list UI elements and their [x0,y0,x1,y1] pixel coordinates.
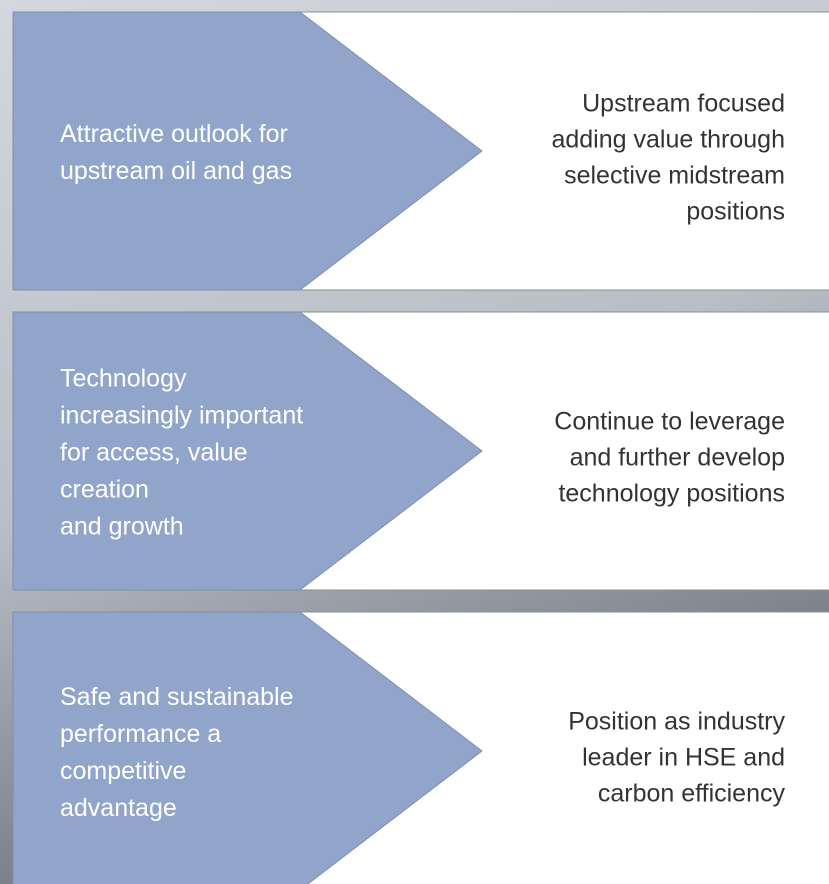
arrow-shape [12,311,483,591]
left-text: increasingly important [60,402,303,430]
right-text: positions [686,198,785,226]
left-text: Attractive outlook for [60,120,288,148]
right-text: leader in HSE and [582,744,785,772]
left-text: competitive [60,757,186,785]
right-text: and further develop [570,444,785,472]
right-text: adding value through [551,126,785,154]
right-text: Upstream focused [582,90,785,118]
rows: Attractive outlook for upstream oil and g… [12,11,829,884]
arrow-shape [12,11,483,291]
right-text: Position as industry [568,708,785,736]
left-text: creation [60,476,149,504]
right-text: selective midstream [564,162,785,190]
right-text: Continue to leverage [554,408,785,436]
left-text: and growth [60,513,184,541]
left-text: Safe and sustainable [60,683,294,711]
right-text: carbon efficiency [598,780,786,808]
left-text: performance a [60,720,221,748]
left-text: advantage [60,794,177,822]
right-text: technology positions [558,480,785,508]
arrow-shape [12,611,483,884]
left-text: for access, value [60,439,248,467]
left-text: upstream oil and gas [60,157,292,185]
left-text: Technology [60,365,187,393]
